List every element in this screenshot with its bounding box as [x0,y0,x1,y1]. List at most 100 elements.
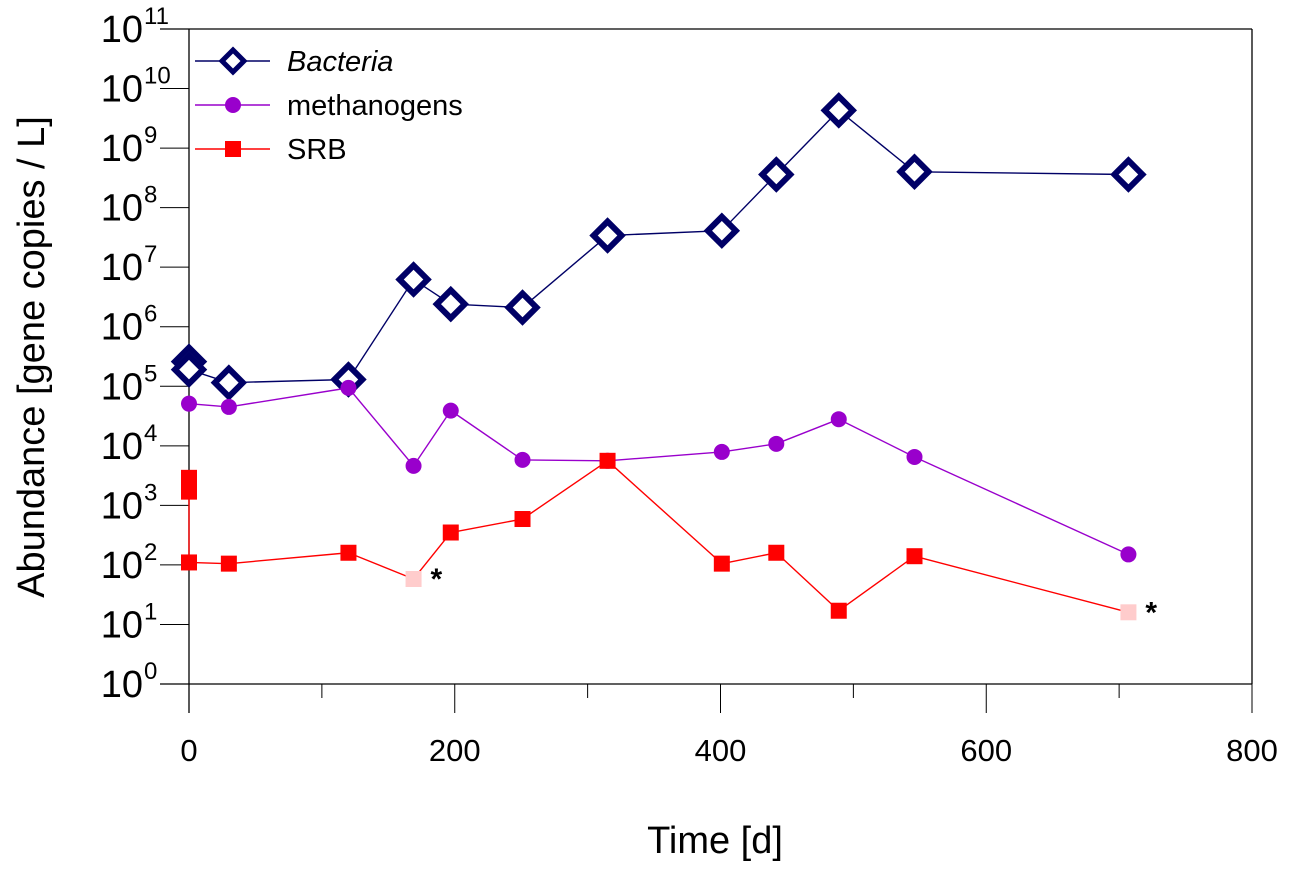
y-tick-exponent: 9 [144,122,157,149]
data-point [181,469,197,486]
series-line-segment [776,418,840,445]
series-line-segment [607,451,722,462]
series-line-segment [775,109,840,175]
data-point [820,92,858,129]
series-line-segment [347,387,415,467]
data-point [395,261,432,298]
data-point [181,483,197,500]
data-point [220,555,237,572]
y-tick-label: 10 [101,188,143,230]
data-point [442,402,459,419]
data-point [514,511,531,528]
x-tick-label: 600 [960,733,1012,768]
series-line-segment [721,552,777,565]
data-point [340,544,357,561]
series-bacteria [170,92,1147,401]
data-point [340,379,357,396]
series-line-segment [450,410,523,461]
x-axis-title: Time [d] [647,820,783,862]
series-line-segment [914,555,1129,613]
series-line-segment [347,279,415,380]
legend-item-bacteria: Bacteria [195,46,393,78]
legend-item-srb: SRB [195,134,347,166]
y-tick-label: 10 [101,247,143,289]
flag-asterisk: * [1145,596,1157,629]
series-line-segment [838,109,915,173]
data-point [599,452,616,469]
y-tick-label: 10 [101,9,143,51]
data-point [713,443,730,460]
x-axis: 0 200 400 600 800 [180,684,1278,768]
data-point [181,554,197,571]
data-point [514,451,531,468]
series-line-segment [522,235,609,309]
series-line-segment [914,456,1129,556]
y-tick-exponent: 3 [144,479,157,506]
y-tick-label: 10 [101,664,143,706]
series-srb [181,452,1137,621]
y-tick-label: 10 [101,128,143,170]
y-tick-exponent: 1 [144,598,157,625]
legend-marker-square-icon [225,141,241,157]
y-tick-label: 10 [101,545,143,587]
data-point [1110,156,1147,193]
y-tick-label: 10 [101,69,143,111]
flag-asterisk: * [431,563,443,596]
series-line-segment [721,174,777,232]
data-point [589,217,626,254]
data-point [768,435,785,452]
x-tick-label: 800 [1226,733,1278,768]
legend: Bacteria methanogens SRB [195,46,463,166]
series-line-segment [228,552,349,565]
data-point [896,153,933,191]
y-tick-exponent: 2 [144,539,157,566]
annotations: ** [431,563,1158,629]
y-tick-exponent: 6 [144,301,157,328]
series-line-segment [775,552,840,612]
data-point [830,411,847,428]
series-line-segment [348,552,414,580]
data-point [1120,546,1137,563]
legend-label: Bacteria [287,46,393,78]
data-point [906,548,923,565]
y-tick-label: 10 [101,604,143,646]
y-tick-label: 10 [101,366,143,408]
series-line-segment [607,460,723,565]
series-line-segment [412,410,452,467]
data-point [181,395,197,412]
y-tick-exponent: 4 [144,420,157,447]
data-point [432,285,470,323]
series-line-segment [228,387,349,408]
data-point [170,351,208,388]
y-tick-exponent: 7 [144,241,157,268]
x-tick-label: 200 [429,733,481,768]
series-line-segment [522,460,608,520]
series-layer [170,92,1147,621]
x-tick-label: 400 [695,733,747,768]
data-point [442,524,459,541]
data-point [703,212,741,249]
data-point [405,457,422,474]
y-tick-exponent: 5 [144,360,157,387]
data-point [713,555,730,572]
y-tick-exponent: 10 [144,63,171,90]
x-tick-label: 0 [180,733,197,768]
data-point [906,448,923,465]
series-line-segment [721,443,777,453]
legend-item-methanogens: methanogens [195,90,463,122]
y-tick-label: 10 [101,426,143,468]
y-tick-exponent: 0 [144,658,157,685]
data-point [830,602,847,619]
plot-frame [160,28,1253,713]
data-point [210,364,248,401]
series-line-segment [838,555,915,612]
data-point [220,398,237,415]
series-line-segment [450,518,523,534]
data-point [758,156,795,193]
data-point [1120,604,1137,621]
data-point [768,544,785,561]
y-tick-exponent: 8 [144,182,157,209]
legend-marker-diamond-icon [218,46,248,76]
